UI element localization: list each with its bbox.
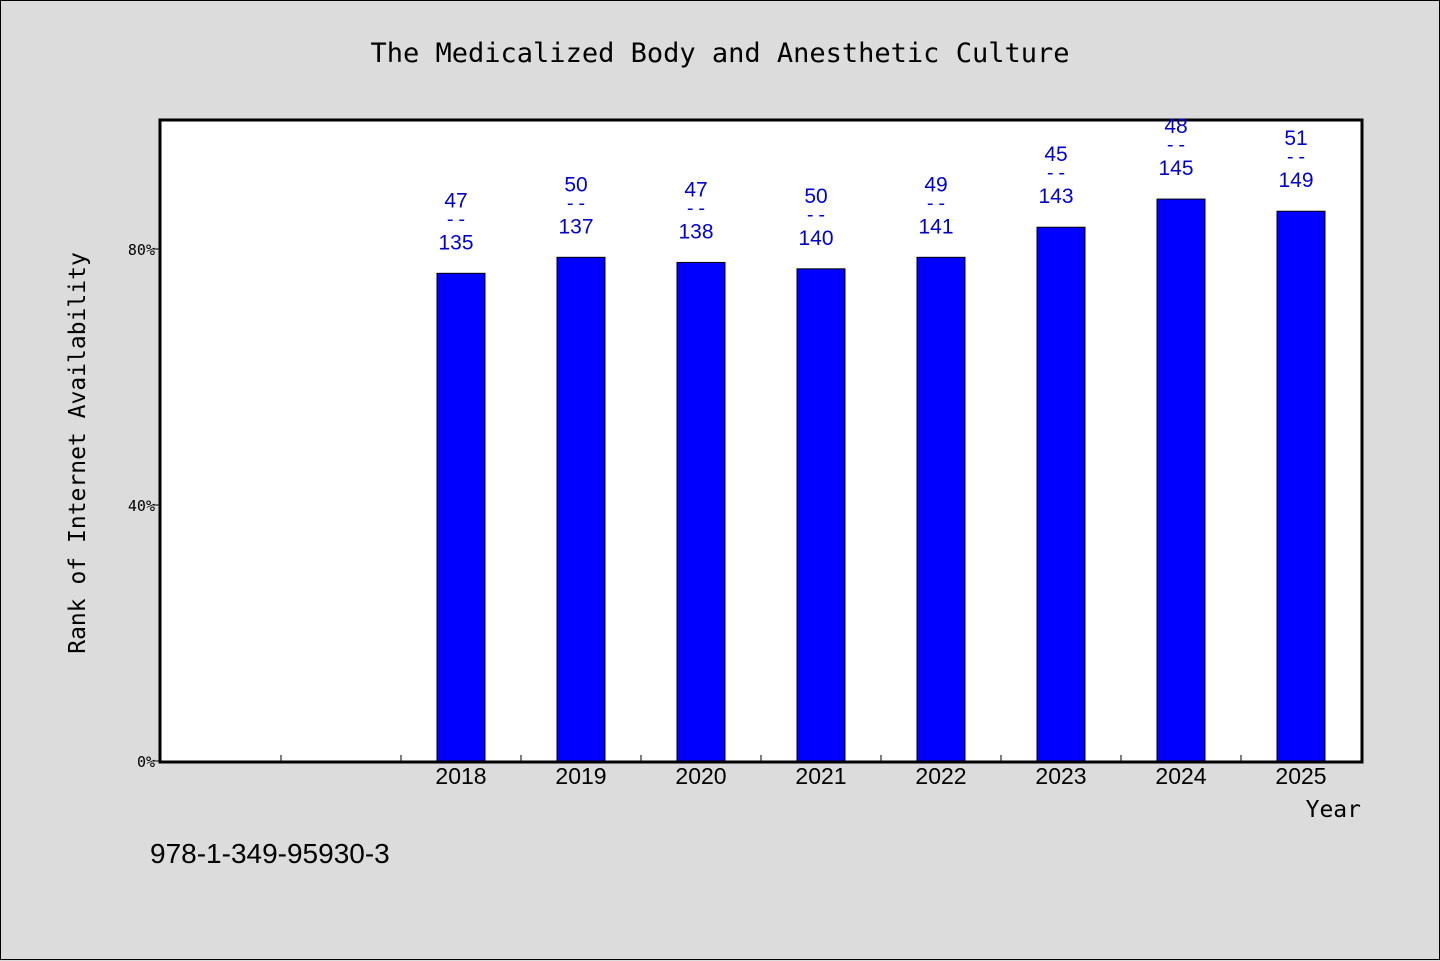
bar-2024	[1156, 198, 1206, 762]
data-label-top: 47	[444, 189, 467, 212]
y-tick-label: 80%	[128, 241, 155, 259]
bar-2019	[556, 256, 606, 762]
data-label-separator: --	[1285, 146, 1308, 168]
data-label-bottom: 137	[558, 215, 593, 238]
data-label-bottom: 145	[1158, 157, 1193, 180]
data-label-separator: --	[685, 197, 708, 219]
data-label-top: 47	[684, 178, 707, 201]
chart-title: The Medicalized Body and Anesthetic Cult…	[371, 38, 1070, 69]
x-tick-label: 2023	[1035, 763, 1086, 789]
data-label-separator: --	[1045, 162, 1068, 184]
x-axis-label: Year	[1306, 797, 1361, 823]
data-label-bottom: 141	[918, 215, 953, 238]
x-tick-label: 2021	[795, 763, 846, 789]
data-label-bottom: 140	[798, 227, 833, 250]
bar-2023	[1036, 226, 1086, 762]
y-tick-label: 0%	[137, 753, 155, 771]
data-label-separator: --	[805, 204, 828, 226]
y-tick-label: 40%	[128, 497, 155, 515]
x-tick-label: 2019	[555, 763, 606, 789]
bar-2025	[1276, 210, 1326, 762]
bar-2021	[796, 268, 846, 762]
data-label-bottom: 135	[438, 231, 473, 254]
data-label-top: 48	[1164, 115, 1187, 138]
data-label-top: 51	[1284, 127, 1307, 150]
x-tick-label: 2022	[915, 763, 966, 789]
bar-2020	[676, 261, 726, 762]
data-label-top: 50	[804, 185, 827, 208]
bar-2022	[916, 256, 966, 762]
data-label-separator: --	[445, 208, 468, 230]
data-labels-group: 47--13550--13747--13850--14049--14145--1…	[438, 115, 1313, 254]
x-tick-label: 2024	[1155, 763, 1206, 789]
data-label-bottom: 143	[1038, 185, 1073, 208]
isbn-text: 978-1-349-95930-3	[150, 838, 390, 869]
data-label-top: 45	[1044, 143, 1067, 166]
y-axis-label: Rank of Internet Availability	[65, 252, 91, 654]
x-axis-ticks: 2018 2019 2020 2021 2022 2023 2024 2025	[280, 755, 1327, 789]
y-axis-ticks: 0% 40% 80%	[128, 241, 161, 771]
data-label-top: 49	[924, 173, 947, 196]
x-tick-label: 2018	[435, 763, 486, 789]
x-tick-label: 2020	[675, 763, 726, 789]
bar-2018	[436, 272, 486, 762]
data-label-separator: --	[925, 192, 948, 214]
data-label-separator: --	[1165, 134, 1188, 156]
data-label-separator: --	[565, 192, 588, 214]
bars-group	[436, 198, 1326, 762]
data-label-bottom: 149	[1278, 169, 1313, 192]
data-label-bottom: 138	[678, 220, 713, 243]
x-tick-label: 2025	[1275, 763, 1326, 789]
data-label-top: 50	[564, 173, 587, 196]
